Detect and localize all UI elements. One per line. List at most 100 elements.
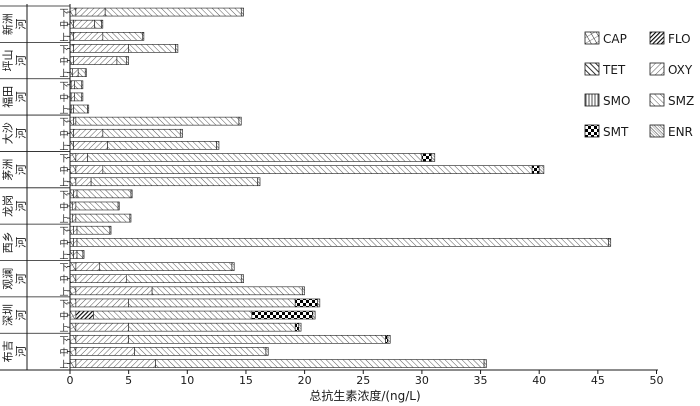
- bar-segment-enr: [387, 334, 391, 344]
- bar-segment-cap: [69, 177, 77, 187]
- bar-segment-smz: [76, 250, 84, 259]
- site-label: 下: [59, 82, 68, 92]
- site-label: 中: [59, 201, 68, 213]
- legend-swatch-tet: [584, 62, 600, 76]
- bar-segment-oxy: [75, 298, 129, 308]
- site-label: 下: [59, 191, 68, 201]
- bar-segment-smt: [385, 334, 389, 344]
- bar-segment-oxy: [75, 334, 129, 344]
- bar-segment-enr: [238, 116, 242, 126]
- bar-segment-cap: [69, 165, 77, 174]
- bar-segment-enr: [87, 104, 90, 114]
- x-tick-label: 35: [474, 374, 488, 387]
- bar-segment-smz: [76, 225, 111, 235]
- bar-segment-cap: [69, 7, 77, 17]
- bar-segment-enr: [82, 250, 85, 259]
- bar-segment-enr: [430, 153, 436, 162]
- x-axis-title: 总抗生素浓度/(ng/L): [309, 388, 420, 403]
- bar-segment-smz: [107, 141, 217, 150]
- legend-swatch-smt: [584, 124, 600, 138]
- river-label-line: 福田: [1, 86, 15, 108]
- bar-segment-enr: [117, 201, 120, 211]
- river-label: 布吉河: [2, 340, 28, 362]
- legend-swatch-enr: [649, 124, 665, 138]
- bar-segment-smz: [128, 322, 296, 332]
- bar-segment-oxy: [75, 153, 88, 162]
- bar-segment-enr: [126, 56, 129, 65]
- bar-segment-oxy: [73, 31, 104, 41]
- bar-segment-cap: [69, 310, 77, 320]
- bar-segment-enr: [231, 262, 235, 271]
- bar-segment-enr: [175, 44, 179, 53]
- river-label-line: 河: [15, 237, 28, 248]
- site-label: 下: [59, 118, 68, 128]
- bar-segment-oxy: [75, 262, 100, 271]
- x-tick-label: 15: [239, 374, 253, 387]
- bar-segment-enr: [265, 347, 269, 356]
- bar-segment-oxy: [73, 44, 129, 53]
- bar-segment-smt: [294, 322, 300, 332]
- legend-label-flo: FLO: [668, 32, 691, 46]
- bar-segment-cap: [69, 250, 74, 259]
- bar-segment-cap: [69, 56, 74, 65]
- site-label: 上: [59, 105, 68, 116]
- bar-segment-smz: [76, 238, 609, 247]
- legend-label-tet: TET: [602, 63, 626, 77]
- bar-segment-oxy: [75, 274, 127, 284]
- bar-segment-enr: [216, 141, 220, 150]
- legend-label-smt: SMT: [603, 125, 629, 139]
- bar-segment-enr: [81, 80, 84, 90]
- bar-segment-cap: [69, 19, 74, 29]
- river-label-line: 深圳: [2, 304, 15, 326]
- bar-segment-enr: [129, 213, 132, 223]
- site-label: 中: [59, 92, 68, 104]
- bar-segment-smz: [126, 274, 242, 284]
- site-label: 上: [59, 360, 68, 371]
- site-label: 上: [59, 32, 68, 43]
- bar-segment-smz: [74, 80, 83, 90]
- river-label: 观澜河: [1, 268, 28, 290]
- bar-segment-smz: [75, 213, 131, 223]
- site-label: 中: [59, 310, 68, 322]
- site-label: 中: [59, 165, 68, 177]
- bar-segment-smt: [421, 153, 432, 162]
- bar-segment-smz: [104, 7, 242, 17]
- legend-label-oxy: OXY: [668, 63, 693, 77]
- bar-segment-smz: [94, 19, 102, 29]
- bar-segment-smz: [102, 165, 533, 174]
- bar-segment-cap: [69, 298, 77, 308]
- river-label: 茅洲河: [2, 159, 28, 181]
- river-label: 新洲河: [1, 13, 28, 35]
- river-label-line: 河: [15, 91, 28, 102]
- bar-segment-oxy: [70, 92, 75, 102]
- bar-segment-cap: [69, 153, 77, 162]
- bar-segment-oxy: [75, 347, 135, 356]
- bar-segment-smt: [251, 310, 314, 320]
- legend-label-smz: SMZ: [668, 94, 694, 108]
- bar-segment-enr: [84, 68, 87, 77]
- bar-segment-cap: [69, 31, 74, 41]
- bar-segment-cap: [69, 238, 74, 247]
- legend-label-enr: ENR: [668, 125, 693, 139]
- legend-swatch-cap: [584, 31, 600, 45]
- site-label: 上: [59, 323, 68, 334]
- bar-segment-smz: [128, 298, 296, 308]
- bar-segment-smz: [155, 359, 485, 368]
- bar-segment-enr: [101, 19, 104, 29]
- bar-segment-enr: [538, 165, 545, 174]
- bar-segment-smz: [74, 92, 83, 102]
- bar-segment-cap: [69, 225, 74, 235]
- bar-segment-enr: [240, 7, 244, 17]
- x-axis: 0 5 10 15 20 25 30 35 40 45 50: [67, 370, 664, 387]
- x-tick-label: 30: [415, 374, 429, 387]
- bar-segment-cap: [69, 322, 77, 332]
- river-label-line: 大沙: [1, 122, 15, 144]
- river-label-line: 河: [15, 346, 28, 357]
- bar-segment-smz: [102, 31, 144, 41]
- river-label-line: 观澜: [1, 268, 15, 290]
- bar-segment-oxy: [75, 165, 104, 174]
- bar-segment-oxy: [73, 19, 95, 29]
- site-label: 上: [59, 141, 68, 152]
- bar-segment-smz: [116, 56, 127, 65]
- bar-segment-flo: [75, 310, 94, 320]
